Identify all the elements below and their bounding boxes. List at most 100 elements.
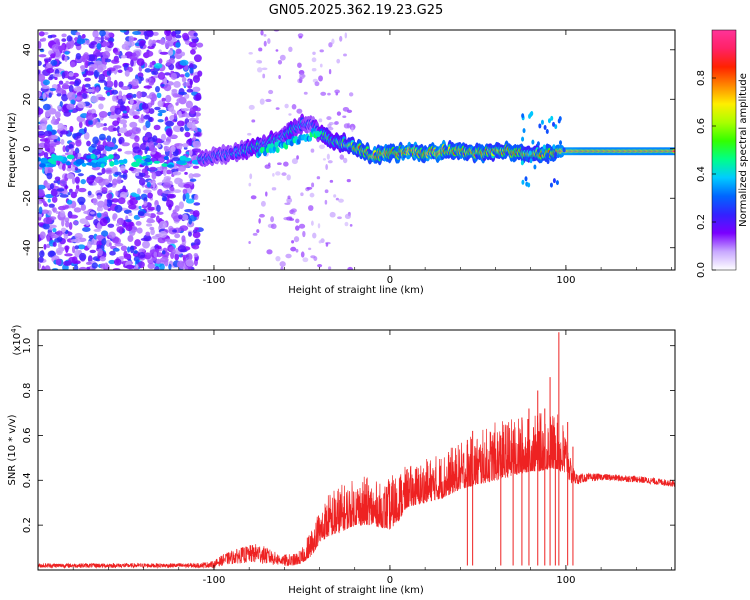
spectrogram-ridge [197,111,675,188]
spectrogram-blob [176,160,186,165]
ridge-burst [559,140,563,146]
spectrogram-blob [128,204,137,210]
spectrogram-blob [155,258,162,265]
spectrogram-blob [298,223,306,229]
spectrogram-blob [118,255,126,260]
spectrogram-blob [41,209,50,214]
spectrogram-blob [275,49,279,52]
spectrogram-blob [69,81,76,85]
spectrogram-blob [104,199,108,206]
spectrogram-blob [62,145,67,153]
spectrogram-blob [291,158,298,165]
spectrogram-blob [161,97,166,102]
spectrogram-blob [261,67,268,71]
spectrogram-blob [112,127,118,132]
ridge-burst [524,176,528,182]
spectrogram-blob [258,47,263,52]
spectrogram-blob [284,103,289,109]
snr-y-tick-label: 0.4 [22,472,33,488]
spectrogram-blob [142,240,150,249]
spectrogram-blob [188,231,192,237]
spectrogram-blob [281,172,287,176]
ridge-burst [538,123,542,129]
spectrogram-blob [38,130,45,136]
ridge-branch [268,147,273,154]
spectrogram-blob [159,51,169,55]
spectrogram-blob [88,234,95,240]
spectrogram-blob [108,32,114,38]
spectrogram-blob [107,223,115,228]
spectrogram-blob [256,229,260,233]
spectrogram-blob [59,179,67,187]
spectrogram-blob [77,173,84,177]
spectrogram-blob [168,263,172,270]
snr-x-tick-label: -100 [203,575,226,586]
spectrogram-blob [120,165,126,172]
ridge-burst [521,113,525,119]
spectrogram-blob [145,231,151,237]
spectrogram-blob [170,37,178,43]
spectrogram-blob [97,157,106,162]
spectrogram-blob [38,213,42,218]
spectrogram-blob [195,107,201,112]
snr-y-tick-label: 1.0 [22,338,33,354]
spectrogram-blob [136,90,143,99]
spectrogram-blob [331,38,335,45]
spectrogram-blob [131,126,140,135]
spectrogram-blob [68,151,74,156]
spectrogram-blob [115,223,120,227]
spectrogram-blob [97,200,105,208]
spectrogram-blob [58,45,65,51]
spectrogram-blob [138,177,146,186]
spectrogram-blob [140,76,144,81]
spectrogram-blob [39,250,45,258]
spectrogram-blob [38,69,41,75]
spectrogram-blob [275,171,281,176]
spectrogram-blob [178,214,183,220]
spectrogram-blob [128,55,138,60]
spectrogram-blob [153,251,158,258]
spectrogram-blob [192,165,200,169]
spectrogram-blob [46,68,55,74]
spectrogram-blob [248,51,253,55]
spectrogram-blob [152,180,156,189]
spectrogram-blob [252,232,258,236]
spectrogram-blob [163,78,168,86]
spectrogram-blob [192,38,199,43]
spectrogram-blob [95,86,100,93]
svg-text:(x104): (x104) [10,324,23,355]
spectrogram-blob [64,55,68,63]
spectrogram-blob [197,70,203,77]
spectrogram-blob [318,118,323,123]
ridge-burst [522,128,526,134]
spectrogram-blob [90,154,96,160]
spectrogram-blob [156,204,161,213]
spectrogram-blob [41,37,47,42]
spectrogram-blob [264,164,271,169]
spectrogram-blob [133,168,142,172]
spectrogram-blob [297,62,302,68]
spectrogram-blob [38,200,43,205]
spectrogram-blob [189,107,196,115]
spectrogram-blob [124,150,134,155]
spectrogram-blob [46,235,50,242]
ridge-branch [289,140,294,147]
spectrogram-blob [136,58,145,67]
spectrogram-blob [99,263,106,269]
spectrogram-blob [111,178,118,186]
snr-frame [37,329,676,571]
spectrogram-blob [67,192,71,196]
spectrogram-blob [258,218,261,224]
spectrogram-y-tick-label: 40 [22,43,33,56]
spectrogram-blob [182,188,188,195]
spectrogram-blob [164,30,172,37]
spectrogram-blob [157,188,163,196]
spectrogram-blob [76,38,86,45]
spectrogram-blob [120,105,127,112]
spectrogram-blob [106,67,116,72]
spectrogram-blob [280,266,284,270]
spectrogram-blob [107,143,115,148]
spectrogram-blob [336,58,341,64]
spectrogram-blob [88,67,95,72]
spectrogram-blob [68,188,73,193]
